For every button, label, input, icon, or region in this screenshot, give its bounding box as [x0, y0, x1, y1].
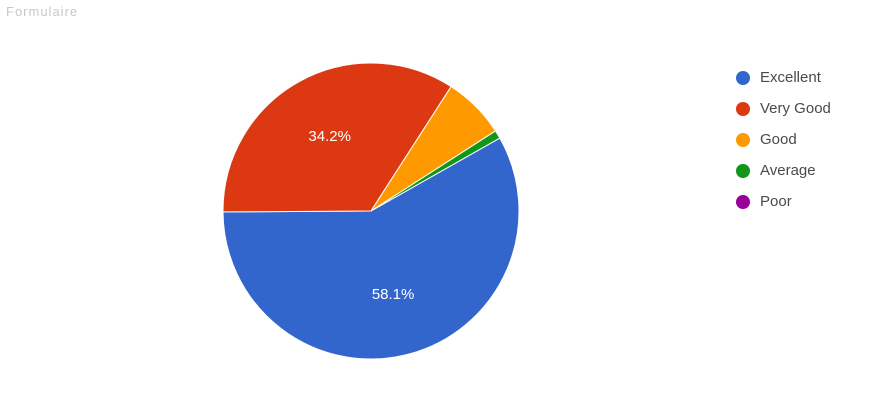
legend-swatch	[736, 132, 750, 147]
pie-slice-average	[370, 130, 501, 212]
legend-item-poor: Poor	[736, 186, 831, 217]
legend-label: Very Good	[760, 100, 831, 117]
slice-label-very-good: 34.2%	[308, 128, 351, 145]
legend-item-excellent: Excellent	[736, 62, 831, 93]
chart-legend: Excellent Very Good Good Average Poor	[736, 62, 831, 217]
legend-swatch	[736, 101, 750, 116]
legend-item-average: Average	[736, 155, 831, 186]
legend-swatch	[736, 70, 750, 85]
slice-label-excellent: 58.1%	[372, 286, 415, 303]
legend-item-very-good: Very Good	[736, 93, 831, 124]
legend-swatch	[736, 194, 750, 209]
legend-label: Excellent	[760, 69, 821, 86]
legend-label: Average	[760, 162, 816, 179]
legend-label: Good	[760, 131, 797, 148]
pie-slice-excellent	[222, 137, 520, 360]
legend-swatch	[736, 163, 750, 178]
legend-label: Poor	[760, 193, 792, 210]
legend-item-good: Good	[736, 124, 831, 155]
chart-caption: Formulaire	[6, 4, 79, 19]
